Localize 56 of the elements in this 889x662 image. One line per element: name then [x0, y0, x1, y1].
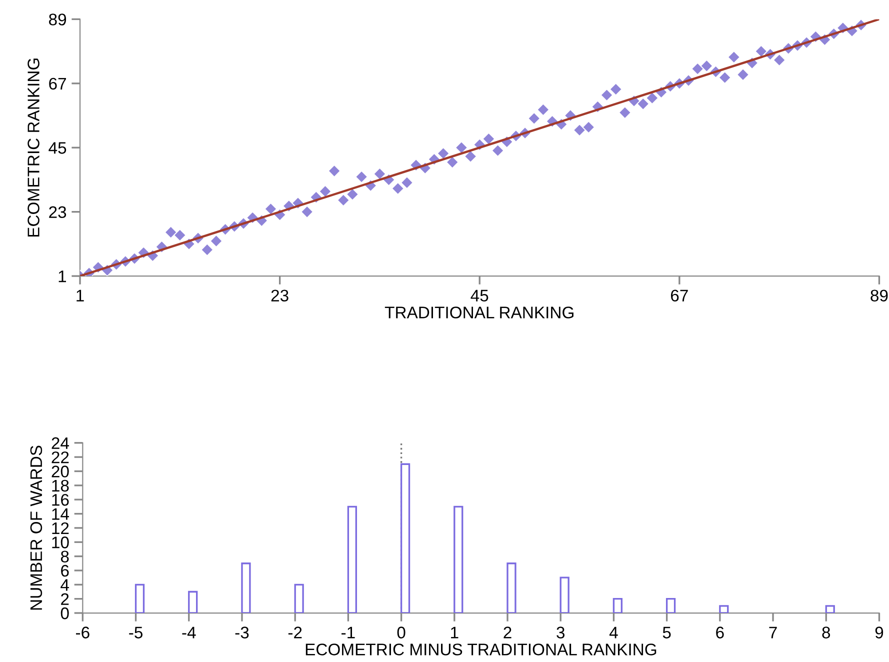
x-tick-label: 1 [451, 626, 458, 638]
x-tick-label: 8 [822, 626, 830, 638]
y-tick-label: 12 [52, 522, 69, 534]
bar [666, 598, 676, 614]
y-tick-label: 16 [52, 494, 69, 506]
x-axis-title: TRADITIONAL RANKING [384, 306, 574, 318]
x-axis-title: ECOMETRIC MINUS TRADITIONAL RANKING [306, 644, 656, 656]
y-tick-label: 45 [48, 142, 66, 154]
bar [241, 562, 251, 614]
x-tick-label: -4 [182, 626, 196, 638]
x-tick-label: 7 [769, 626, 777, 638]
x-tick-label: 89 [870, 290, 888, 302]
y-tick-label: 18 [52, 480, 69, 492]
x-tick-label: 4 [609, 626, 618, 638]
bar [506, 562, 516, 614]
x-tick-label: -3 [235, 626, 249, 638]
y-axis-title: NUMBER OF WARDS [30, 446, 42, 610]
bar [134, 584, 145, 614]
x-tick-label: 1 [76, 290, 84, 302]
x-tick-label: -2 [288, 626, 302, 638]
x-tick-label: -5 [129, 626, 142, 638]
y-tick-label: 14 [52, 508, 69, 520]
y-tick-label: 0 [60, 607, 69, 620]
y-tick-label: 10 [52, 536, 69, 548]
x-tick-label: 6 [716, 626, 724, 638]
bar [400, 463, 410, 614]
y-tick-label: 67 [49, 78, 66, 90]
x-tick-label: 0 [397, 626, 406, 638]
x-tick-label: 9 [875, 626, 884, 638]
y-tick-label: 20 [52, 466, 69, 478]
bar [294, 584, 304, 614]
y-axis-title: ECOMETRIC RANKING [28, 58, 40, 237]
x-tick-label: 23 [271, 290, 288, 302]
bar [825, 605, 835, 614]
bar [347, 506, 357, 614]
x-tick-label: 67 [670, 290, 688, 302]
y-tick-label: 8 [60, 550, 69, 563]
y-tick-label: 4 [60, 579, 69, 591]
bar [719, 605, 729, 614]
x-tick-label: 2 [504, 626, 512, 638]
x-tick-label: -6 [76, 626, 90, 638]
y-tick-label: 23 [49, 206, 66, 218]
y-tick-label: 22 [52, 451, 69, 464]
y-tick-label: 1 [58, 270, 66, 282]
bar [454, 506, 464, 614]
y-tick-label: 24 [52, 437, 69, 449]
y-tick-label: 6 [61, 564, 69, 577]
bar [560, 576, 570, 614]
x-tick-label: -1 [342, 626, 355, 638]
x-tick-label: 5 [662, 626, 671, 638]
bar [612, 598, 623, 614]
x-tick-label: 3 [556, 626, 565, 638]
x-tick-label: 45 [470, 290, 488, 302]
y-tick-label: 89 [49, 14, 66, 26]
y-tick-label: 2 [61, 593, 69, 605]
bar [188, 590, 198, 614]
